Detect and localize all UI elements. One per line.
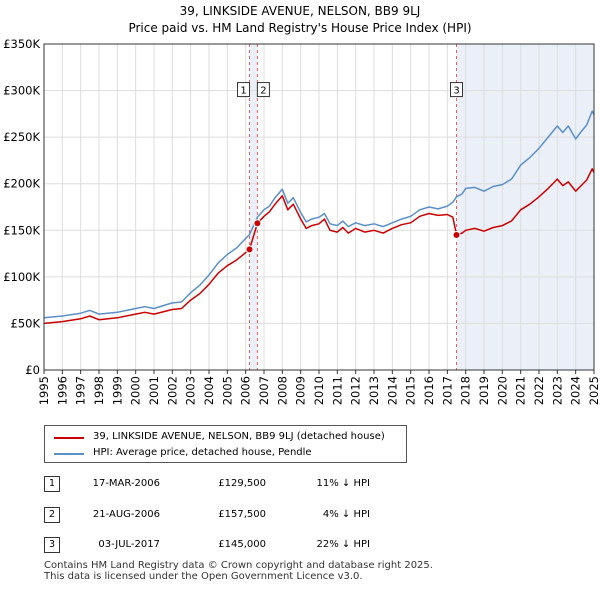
sale-hpi-diff: 11% ↓ HPI	[316, 478, 370, 489]
sale-number-badge: 1	[44, 476, 60, 492]
chart-plot: £0 £50K £100K £150K £200K £250K £300K £350K 199…	[3, 37, 600, 405]
x-tick-label: 2005	[220, 376, 234, 405]
x-tick-label: 2023	[550, 376, 564, 405]
x-tick-label: 2021	[514, 376, 528, 405]
x-tick-label: 2022	[532, 376, 546, 405]
footer-attribution: Contains HM Land Registry data © Crown c…	[44, 560, 433, 582]
legend-swatch-property	[54, 437, 84, 439]
x-tick-label: 2025	[587, 376, 600, 405]
annotation-box	[450, 82, 463, 98]
plot-frame	[43, 43, 595, 371]
y-tick-label: £100K	[3, 270, 40, 284]
sale-date: 21-AUG-2006	[92, 509, 160, 520]
x-tick-label: 2004	[202, 376, 216, 405]
x-tick-label: 2002	[165, 376, 179, 405]
x-tick-label: 1999	[110, 376, 124, 405]
sale-point	[253, 219, 262, 228]
y-tick-label: £0	[25, 363, 40, 377]
legend-label-hpi: HPI: Average price, detached house, Pend…	[93, 447, 312, 458]
chart-title-line2: Price paid vs. HM Land Registry's House …	[128, 21, 472, 35]
x-tick-label: 2003	[184, 376, 198, 405]
x-tick-label: 2013	[367, 376, 381, 405]
chart-title-line1: 39, LINKSIDE AVENUE, NELSON, BB9 9LJ	[179, 4, 421, 18]
x-tick-label: 2000	[129, 376, 143, 405]
x-tick-label: 2015	[404, 376, 418, 405]
x-tick-label: 2017	[440, 376, 454, 405]
x-tick-label: 2009	[294, 376, 308, 405]
annotation-label: 1	[240, 86, 246, 97]
annotation-label: 3	[453, 86, 459, 97]
y-tick-label: £200K	[3, 177, 40, 191]
x-tick-label: 2016	[422, 376, 436, 405]
sale-number-badge: 2	[44, 507, 60, 523]
x-tick-label: 1995	[37, 376, 51, 405]
annotation-label: 2	[260, 86, 266, 97]
x-tick-label: 1998	[92, 376, 106, 405]
sale-price: £157,500	[218, 509, 266, 520]
legend: 39, LINKSIDE AVENUE, NELSON, BB9 9LJ (de…	[44, 425, 407, 463]
x-tick-label: 1997	[74, 376, 88, 405]
x-tick-label: 2006	[239, 376, 253, 405]
sale-hpi-diff: 4% ↓ HPI	[322, 509, 370, 520]
sale-date: 17-MAR-2006	[92, 478, 160, 489]
x-tick-label: 2007	[257, 376, 271, 405]
annotation-box	[256, 82, 270, 98]
hpi-line	[43, 110, 595, 319]
x-tick-label: 2020	[495, 376, 509, 405]
x-tick-label: 1996	[55, 376, 69, 405]
y-tick-label: £150K	[3, 223, 40, 237]
chart-title: 39, LINKSIDE AVENUE, NELSON, BB9 9LJ Pri…	[0, 3, 600, 37]
y-tick-label: £250K	[3, 130, 40, 144]
property-price-line	[43, 168, 595, 325]
x-tick-label: 2018	[459, 376, 473, 405]
legend-swatch-hpi	[54, 453, 84, 455]
sale-price: £145,000	[218, 539, 266, 550]
x-tick-label: 2001	[147, 376, 161, 405]
x-tick-label: 2014	[385, 376, 399, 405]
x-tick-label: 2008	[275, 376, 289, 405]
sale-point	[452, 230, 461, 239]
annotation-box	[237, 82, 251, 98]
x-tick-label: 2019	[477, 376, 491, 405]
y-tick-label: £300K	[3, 84, 40, 98]
sale-price: £129,500	[218, 478, 266, 489]
sale-hpi-diff: 22% ↓ HPI	[316, 539, 370, 550]
x-tick-label: 2010	[312, 376, 326, 405]
sale-band-shading	[249, 44, 258, 370]
y-tick-label: £350K	[3, 37, 40, 51]
sale-point	[245, 245, 254, 254]
y-tick-label: £50K	[11, 316, 41, 330]
x-tick-label: 2012	[349, 376, 363, 405]
sale-number-badge: 3	[44, 537, 60, 553]
footer-line2: This data is licensed under the Open Gov…	[44, 571, 363, 582]
footer-line1: Contains HM Land Registry data © Crown c…	[44, 560, 433, 571]
x-tick-label: 2024	[569, 376, 583, 405]
sale-date: 03-JUL-2017	[98, 539, 160, 550]
x-tick-label: 2011	[330, 376, 344, 405]
legend-label-property: 39, LINKSIDE AVENUE, NELSON, BB9 9LJ (de…	[93, 431, 385, 442]
